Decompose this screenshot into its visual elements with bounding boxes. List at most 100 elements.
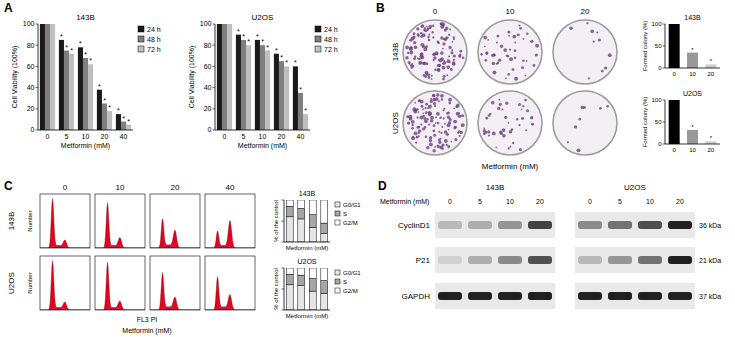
colony xyxy=(425,103,428,106)
bar-segment xyxy=(298,268,305,275)
colony xyxy=(483,127,485,129)
treatment-label: Metformin (mM) xyxy=(380,198,429,206)
colony xyxy=(416,126,419,129)
colony xyxy=(427,76,430,79)
colony xyxy=(454,138,457,141)
significance: * xyxy=(237,28,240,35)
y-tick xyxy=(282,310,285,311)
legend-swatch xyxy=(335,279,340,284)
histogram-group xyxy=(205,277,255,310)
colony xyxy=(588,77,590,79)
colony xyxy=(525,129,527,131)
legend-label: G2/M xyxy=(343,220,358,226)
colony xyxy=(424,126,427,129)
dish xyxy=(478,91,542,155)
y-axis-label: % of the control xyxy=(273,200,279,242)
cell-line-label: U2OS xyxy=(7,272,16,294)
colony xyxy=(433,134,436,137)
colony xyxy=(434,69,436,71)
colony xyxy=(405,56,408,59)
bar xyxy=(121,122,126,130)
colony xyxy=(443,38,445,40)
colony xyxy=(413,110,417,114)
legend-label: 48 h xyxy=(324,36,338,43)
colony xyxy=(432,24,434,26)
colony xyxy=(429,143,433,147)
histogram-group xyxy=(40,261,90,310)
colony xyxy=(453,54,456,57)
colony xyxy=(436,112,440,116)
significance: * xyxy=(84,51,87,58)
band xyxy=(438,221,462,229)
bar xyxy=(217,24,222,130)
colony xyxy=(491,101,495,105)
y-tick-label: 0 xyxy=(208,126,212,133)
x-tick-label: 20 xyxy=(101,133,109,140)
colony xyxy=(442,78,445,81)
y-axis-label: Number xyxy=(27,272,33,293)
bar xyxy=(705,64,716,68)
colony xyxy=(440,22,443,25)
colony xyxy=(593,40,595,42)
colony xyxy=(507,30,510,33)
dna-histogram xyxy=(205,277,255,310)
significance: * xyxy=(103,97,106,104)
band xyxy=(608,256,632,264)
y-tick xyxy=(282,200,285,201)
x-tick-label: 0 xyxy=(672,147,676,153)
significance: * xyxy=(304,107,307,114)
x-tick-label: 10 xyxy=(259,133,267,140)
x-axis-label: FL3 PI xyxy=(137,316,158,323)
significance: * xyxy=(117,107,120,114)
x-tick-label: 10 xyxy=(689,71,696,77)
x-axis-label: Metformin (mM) xyxy=(286,313,328,319)
colony xyxy=(488,134,490,136)
significance: * xyxy=(127,118,130,125)
colony xyxy=(437,68,440,71)
band xyxy=(498,256,522,264)
bar-segment xyxy=(298,275,305,286)
colony xyxy=(453,38,455,40)
colony xyxy=(440,51,444,55)
histogram-frame xyxy=(40,194,90,248)
colony xyxy=(446,144,448,146)
dna-histogram xyxy=(95,262,145,310)
bar xyxy=(255,40,260,130)
colony xyxy=(521,117,524,120)
band xyxy=(528,292,552,300)
significance: * xyxy=(108,104,111,111)
bar xyxy=(88,64,93,130)
colonies xyxy=(406,93,465,152)
colony xyxy=(574,125,577,128)
legend-swatch xyxy=(138,26,144,32)
colony xyxy=(437,122,440,125)
colony xyxy=(414,102,416,104)
colony xyxy=(444,139,448,143)
cell-line-label: U2OS xyxy=(391,112,400,134)
histogram-frame xyxy=(40,256,90,310)
colony xyxy=(514,49,517,52)
colony xyxy=(492,132,496,136)
y-tick xyxy=(663,68,666,69)
legend-label: G0/G1 xyxy=(343,202,361,208)
bar-segment xyxy=(286,206,293,217)
bar xyxy=(97,90,102,130)
x-tick-label: 5 xyxy=(242,133,246,140)
colony xyxy=(512,142,514,144)
x-tick-label: 0 xyxy=(672,71,676,77)
bar-segment xyxy=(298,219,305,242)
colony xyxy=(483,129,486,132)
y-axis-label: Cell Viability (100%) xyxy=(11,46,19,109)
x-tick-label: 5 xyxy=(65,133,69,140)
colony xyxy=(484,46,486,48)
colony xyxy=(448,102,451,105)
colony xyxy=(438,59,440,61)
colony xyxy=(507,147,509,149)
colony xyxy=(411,127,414,130)
colony xyxy=(437,42,440,45)
colony xyxy=(509,57,513,61)
colony xyxy=(518,25,520,27)
treatment-label: Metformin (mM) xyxy=(122,327,171,335)
colony xyxy=(521,108,523,110)
colony xyxy=(418,129,422,133)
